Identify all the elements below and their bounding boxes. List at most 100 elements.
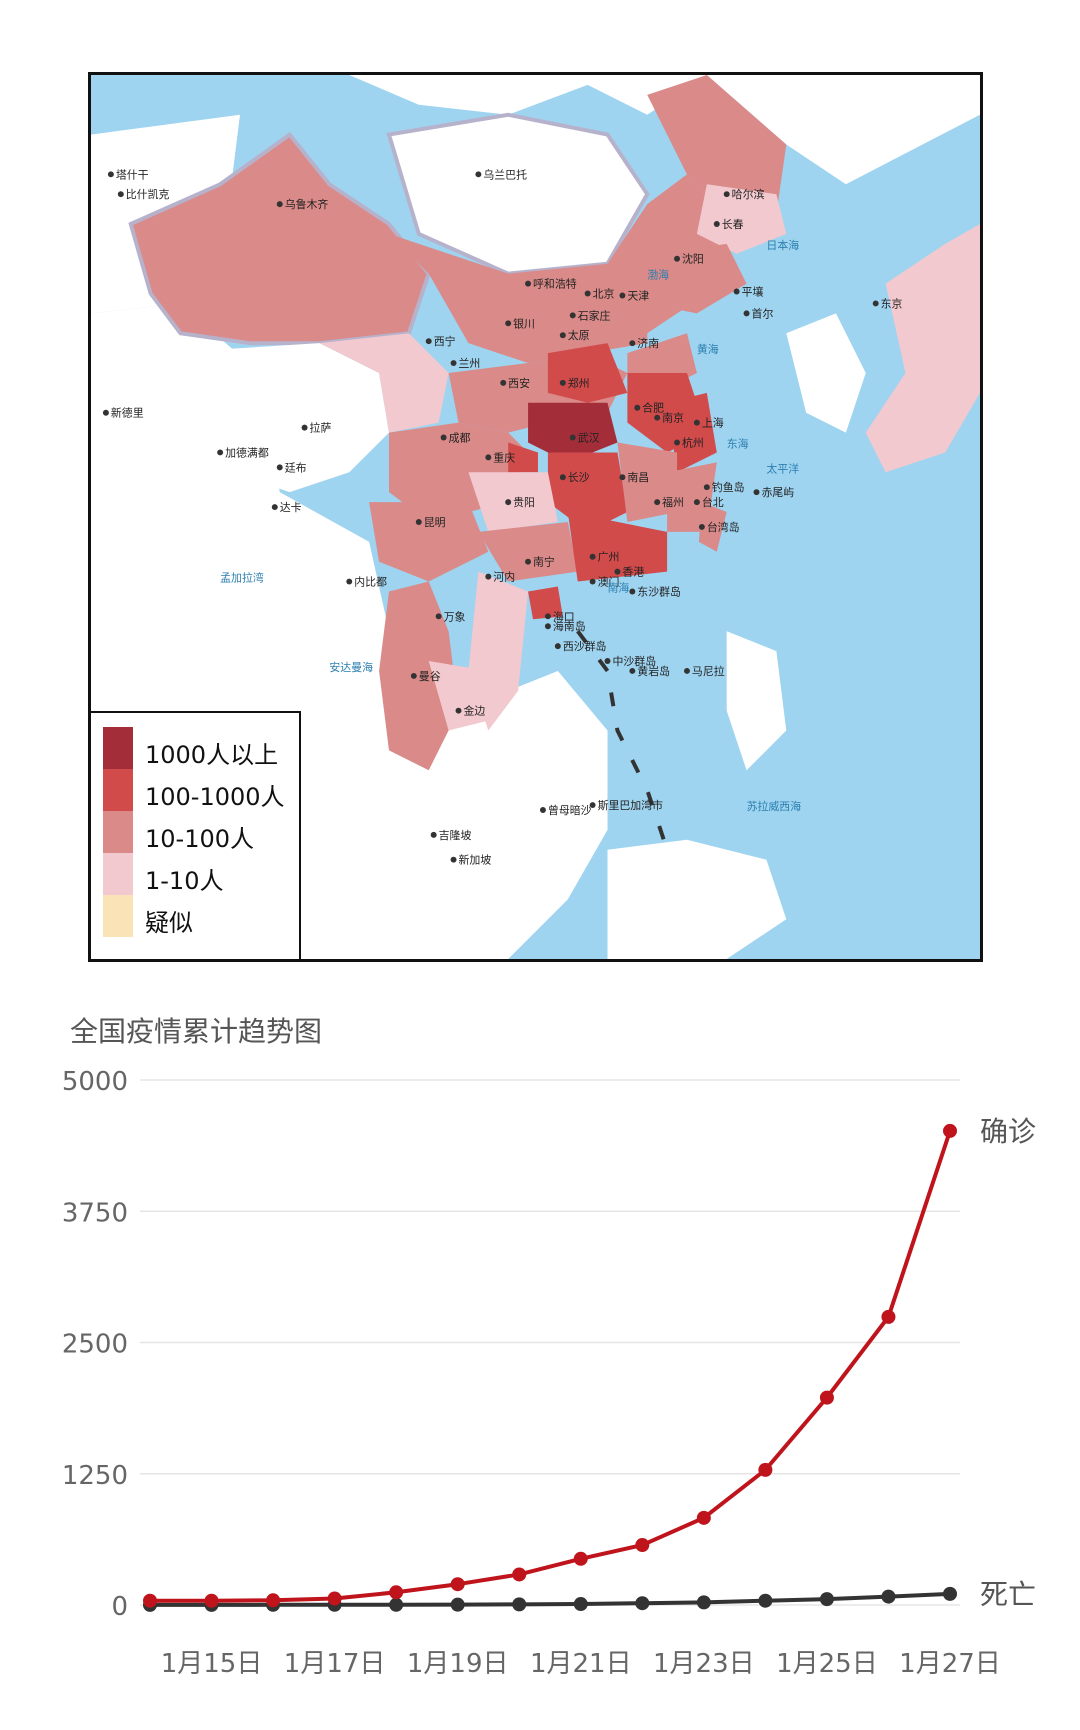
y-tick-label: 1250 xyxy=(62,1461,128,1491)
heilongjiang-region xyxy=(647,75,787,224)
legend-swatch xyxy=(103,811,133,853)
city-label: 廷布 xyxy=(285,461,307,474)
city-dot xyxy=(629,340,636,347)
city-dot xyxy=(723,191,730,198)
city-label: 长沙 xyxy=(568,471,590,484)
city-dot xyxy=(435,613,442,620)
city-dot xyxy=(589,578,596,585)
city-dot xyxy=(102,409,109,416)
series-label: 死亡 xyxy=(980,1578,1036,1611)
mongolia-land xyxy=(386,112,650,276)
city-dot xyxy=(440,434,447,441)
city-label: 曼谷 xyxy=(419,670,441,683)
taiwan-region xyxy=(698,502,727,552)
city-label: 澳门 xyxy=(598,575,620,589)
city-dot xyxy=(525,280,532,287)
nine-dash-line xyxy=(576,630,669,851)
city-label: 济南 xyxy=(637,336,659,350)
tibet-region xyxy=(160,343,389,493)
city-label: 黄岩岛 xyxy=(637,664,670,678)
city-label: 钓鱼岛 xyxy=(712,480,745,494)
city-dot xyxy=(614,568,621,575)
city-dot xyxy=(589,802,596,809)
city-dot xyxy=(693,499,700,506)
city-label: 吉隆坡 xyxy=(439,828,472,842)
guangdong-region xyxy=(567,512,668,582)
city-dot xyxy=(674,439,681,446)
chart-grid xyxy=(140,1079,960,1606)
city-dot xyxy=(544,623,551,630)
city-dot xyxy=(410,672,417,679)
city-dot xyxy=(415,518,422,525)
city-dot xyxy=(107,171,114,178)
city-dot xyxy=(604,658,611,665)
hunan-region xyxy=(547,452,628,532)
sea-label: 南海 xyxy=(608,580,630,594)
guizhou-region xyxy=(468,472,558,532)
borneo-land xyxy=(607,839,787,959)
city-dot xyxy=(693,419,700,426)
city-label: 南宁 xyxy=(533,555,555,569)
data-point xyxy=(573,1551,588,1566)
city-dot xyxy=(559,379,566,386)
city-dot xyxy=(654,499,661,506)
city-dot xyxy=(698,523,705,530)
city-label: 广州 xyxy=(598,551,620,564)
city-label: 海口 xyxy=(553,609,575,623)
x-tick-label: 1月27日 xyxy=(899,1649,1001,1679)
zhejiang-region xyxy=(667,392,717,473)
data-point xyxy=(266,1593,281,1608)
city-dot xyxy=(430,831,437,838)
city-label: 塔什干 xyxy=(116,168,149,181)
city-dot xyxy=(425,338,432,345)
city-dot xyxy=(301,424,308,431)
city-label: 平壤 xyxy=(742,285,764,299)
series-label: 确诊 xyxy=(980,1115,1036,1148)
city-dot xyxy=(634,404,641,411)
city-label: 中沙群岛 xyxy=(612,654,656,668)
chongqing-region xyxy=(508,442,538,473)
city-label: 西安 xyxy=(508,376,530,390)
y-tick-label: 0 xyxy=(111,1592,128,1622)
legend-swatch xyxy=(103,853,133,895)
sea-label: 日本海 xyxy=(766,238,799,252)
x-axis-ticks: 1月15日 1月17日 1月19日 1月21日 1月23日 1月25日 1月27日 xyxy=(161,1649,1001,1679)
city-dot xyxy=(276,464,283,471)
city-label: 海南岛 xyxy=(553,619,586,633)
city-label: 合肥 xyxy=(642,401,664,415)
city-dot xyxy=(525,558,532,565)
city-dot xyxy=(584,290,591,297)
data-point xyxy=(512,1567,527,1582)
city-dot xyxy=(559,332,566,339)
city-dot xyxy=(455,707,462,714)
city-label: 首尔 xyxy=(752,307,774,320)
legend-label: 1000人以上 xyxy=(145,741,279,769)
city-dot xyxy=(554,643,561,650)
city-dot xyxy=(559,474,566,481)
data-point xyxy=(635,1538,650,1553)
city-label: 杭州 xyxy=(682,435,704,449)
hubei-region xyxy=(528,402,618,463)
jiangxi-region xyxy=(617,442,678,522)
data-point xyxy=(573,1597,588,1612)
city-label: 成都 xyxy=(449,432,471,445)
city-label: 兰州 xyxy=(459,357,481,370)
sea-label: 苏拉威西海 xyxy=(747,799,802,813)
city-label: 新加坡 xyxy=(459,853,492,867)
data-point xyxy=(758,1462,773,1477)
data-point xyxy=(819,1592,834,1607)
xinjiang-region xyxy=(128,131,431,346)
data-point xyxy=(696,1595,711,1610)
data-point xyxy=(758,1593,773,1608)
city-label: 曾母暗沙 xyxy=(548,803,592,817)
data-point xyxy=(881,1309,896,1324)
x-tick-label: 1月19日 xyxy=(407,1649,509,1679)
hainan-region xyxy=(528,586,563,620)
city-dot xyxy=(475,171,482,178)
city-dot xyxy=(619,474,626,481)
data-point xyxy=(450,1577,465,1592)
